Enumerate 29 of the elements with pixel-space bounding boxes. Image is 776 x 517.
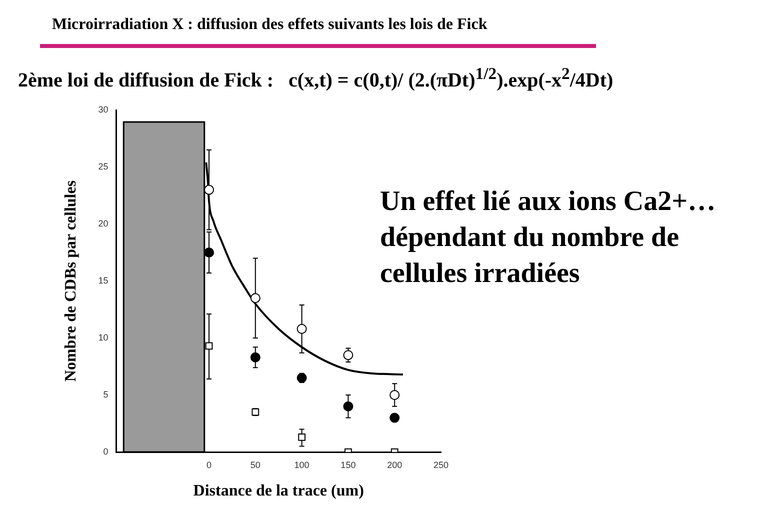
point: [205, 342, 213, 350]
x-tick-label: 250: [433, 460, 449, 470]
point: [343, 401, 354, 412]
x-tick-label: 0: [206, 460, 212, 470]
point: [204, 184, 214, 195]
chart-title: Microirradiation X : diffusion des effets suivants les lois de Fick: [52, 16, 488, 34]
point: [390, 412, 400, 423]
x-tick-label: 50: [250, 460, 260, 470]
x-tick-label: 100: [294, 460, 310, 470]
point: [204, 248, 214, 258]
y-tick-label: 5: [103, 389, 108, 400]
x-tick-label: 150: [340, 460, 356, 470]
annotation: Un effet lié aux ions Ca2+… dépendant du nombre de cellules irradiées: [380, 185, 717, 291]
point: [296, 324, 307, 334]
y-tick-label: 0: [103, 446, 108, 456]
y-tick-label: 30: [98, 104, 108, 114]
x-axis-title: Distance de la trace (um): [193, 482, 364, 500]
point: [343, 350, 354, 360]
y-tick-label: 25: [98, 161, 108, 172]
y-axis-title: Nombre de CDBs par cellules: [62, 180, 80, 382]
y-tick-label: 20: [98, 218, 108, 228]
point: [298, 434, 306, 441]
point: [390, 390, 400, 400]
chart-subtitle: 2ème loi de diffusion de Fick : c(x,t) = c(0,t)/ (2.(πDt)$^{1/2}$).exp(-x$^{2}$/4Dt): [18, 64, 614, 93]
point: [250, 352, 260, 362]
y-tick-label: 10: [98, 332, 108, 342]
y-tick-label: 15: [98, 275, 108, 286]
x-tick-label: 200: [387, 460, 402, 470]
point: [250, 293, 260, 304]
